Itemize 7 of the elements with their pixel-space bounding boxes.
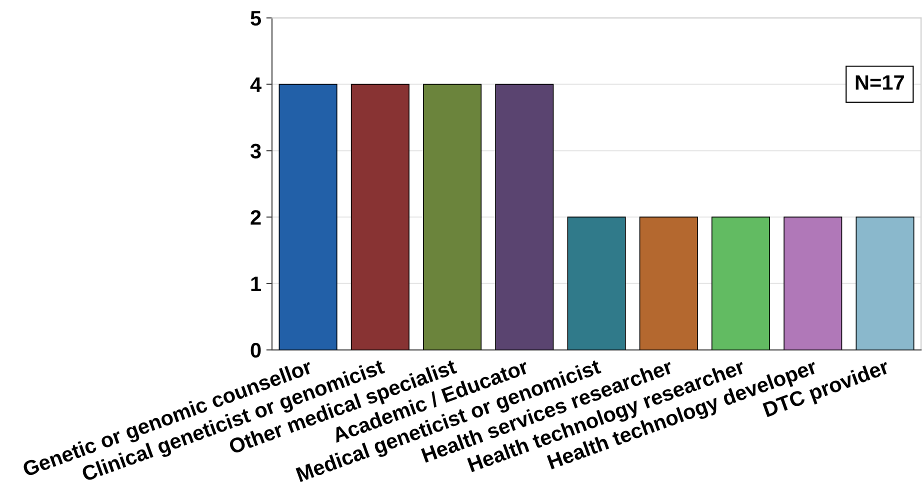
y-tick-label: 2 [250, 210, 261, 225]
y-tick-label: 4 [250, 78, 262, 92]
y-tick-label: 0 [250, 342, 261, 358]
y-tick-label: 5 [250, 11, 261, 26]
y-tick-label: 3 [250, 144, 261, 158]
y-tick-label: 1 [251, 276, 261, 292]
annotation: N=17 [856, 75, 904, 90]
